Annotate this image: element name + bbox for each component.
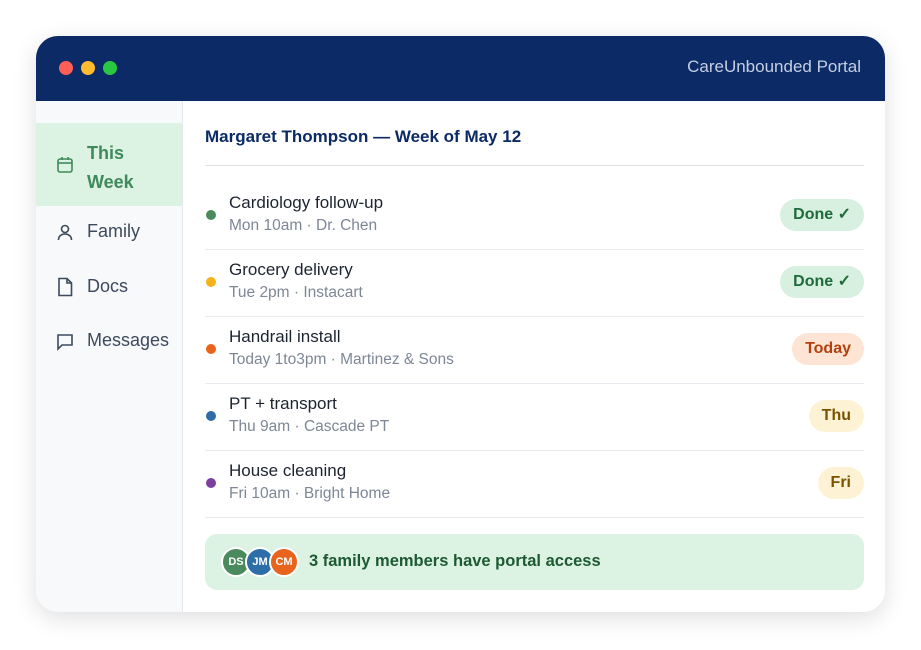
status-badge: Fri <box>817 467 864 499</box>
nav-label: Family <box>87 221 140 241</box>
task-row[interactable]: Handrail install Today 1to3pm · Martinez… <box>205 316 864 384</box>
divider <box>205 165 864 166</box>
minimize-button[interactable] <box>81 61 95 75</box>
nav-item[interactable]: This Week <box>36 123 182 206</box>
status-dot <box>206 411 216 421</box>
access-text: 3 family members have portal access <box>309 552 601 570</box>
status-badge: Done ✓ <box>780 199 864 231</box>
task-title: PT + transport <box>229 394 337 413</box>
task-row[interactable]: Grocery delivery Tue 2pm · Instacart Don… <box>205 249 864 317</box>
title-bar: CareUnbounded Portal <box>36 36 885 101</box>
task-title: Handrail install <box>229 327 341 346</box>
status-dot <box>206 344 216 354</box>
nav-item[interactable]: Docs <box>36 274 182 302</box>
task-row[interactable]: House cleaning Fri 10am · Bright Home Fr… <box>205 450 864 518</box>
status-dot <box>206 478 216 488</box>
task-detail: Tue 2pm · Instacart <box>229 284 363 301</box>
status-badge: Today <box>792 333 864 365</box>
task-detail: Today 1to3pm · Martinez & Sons <box>229 351 454 368</box>
task-detail: Fri 10am · Bright Home <box>229 485 391 502</box>
task-row[interactable]: Cardiology follow-up Mon 10am · Dr. Chen… <box>205 182 864 250</box>
task-detail: Mon 10am · Dr. Chen <box>229 217 378 234</box>
status-dot <box>206 210 216 220</box>
maximize-button[interactable] <box>103 61 117 75</box>
task-title: Cardiology follow-up <box>229 193 384 212</box>
window-title: CareUnbounded Portal <box>687 57 861 76</box>
window: CareUnbounded Portal This Week Family Do… <box>36 36 885 612</box>
task-detail: Thu 9am · Cascade PT <box>229 418 390 435</box>
status-badge: Thu <box>808 400 864 432</box>
access-banner: DS JM CM 3 family members have portal ac… <box>205 534 864 590</box>
nav-label: This Week <box>87 143 134 192</box>
status-dot <box>206 277 216 287</box>
close-button[interactable] <box>59 61 73 75</box>
avatar: CM <box>269 547 299 577</box>
nav-item[interactable]: Family <box>36 219 182 247</box>
nav-label: Messages <box>87 330 170 350</box>
task-title: Grocery delivery <box>229 260 353 279</box>
nav-item[interactable]: Messages <box>36 328 182 356</box>
task-row[interactable]: PT + transport Thu 9am · Cascade PT Thu <box>205 383 864 451</box>
nav-label: Docs <box>87 276 129 296</box>
status-badge: Done ✓ <box>780 266 864 298</box>
task-title: House cleaning <box>229 461 347 480</box>
sidebar: This Week Family Docs Messages <box>36 101 183 612</box>
page-heading: Margaret Thompson — Week of May 12 <box>205 127 522 146</box>
